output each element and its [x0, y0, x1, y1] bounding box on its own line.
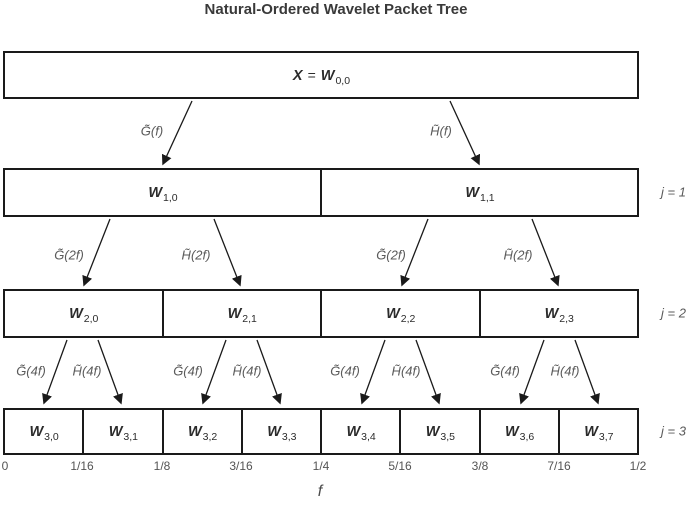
node-w3-2: W3,2	[161, 410, 241, 453]
arrow-h-l2-b	[256, 339, 282, 405]
node-w3-6: W3,6	[478, 410, 558, 453]
filter-label-h-l2-c: H̃(4f)	[391, 363, 421, 379]
filter-label-h-l2-d: H̃(4f)	[550, 363, 580, 379]
arrow-h-l0	[449, 100, 481, 166]
axis-tick-1-4: 1/4	[312, 459, 330, 473]
arrow-g-l1-a	[82, 218, 111, 287]
arrow-g-l2-c	[360, 339, 386, 405]
arrow-g-l2-d	[519, 339, 545, 405]
level-label-j1: j = 1	[661, 184, 686, 200]
axis-tick-1-2: 1/2	[629, 459, 647, 473]
arrow-g-l2-b	[201, 339, 227, 405]
node-w2-0-label: W2,0	[69, 305, 99, 325]
node-w3-3: W3,3	[240, 410, 320, 453]
filter-label-g-l1-b: G̃(2f)	[376, 247, 406, 263]
tree-row-0: X = W0,0	[3, 51, 639, 99]
arrow-g-l0	[161, 100, 193, 166]
diagram-title: Natural-Ordered Wavelet Packet Tree	[204, 1, 468, 18]
arrow-g-l1-b	[400, 218, 429, 287]
arrow-h-l2-c	[415, 339, 441, 405]
filter-label-h-l2-b: H̃(4f)	[232, 363, 262, 379]
node-w1-0-label: W1,0	[148, 184, 178, 204]
tree-row-3: W3,0 W3,1 W3,2 W3,3 W3,4 W3,5 W3,6 W3,7	[3, 408, 639, 455]
arrow-h-l1-b	[531, 218, 560, 287]
node-w3-7-label: W3,7	[584, 423, 614, 443]
node-w0-0-label: X = W0,0	[292, 66, 351, 87]
node-w2-1-label: W2,1	[227, 305, 257, 325]
axis-tick-1-16: 1/16	[70, 459, 94, 473]
arrow-h-l1-a	[213, 218, 242, 287]
node-w1-1: W1,1	[320, 170, 637, 215]
filter-label-g-l1-a: G̃(2f)	[54, 247, 84, 263]
node-w3-7: W3,7	[557, 410, 637, 453]
filter-label-h-l1-b: H̃(2f)	[503, 247, 533, 263]
axis-tick-0: 0	[1, 459, 9, 473]
node-w3-4-label: W3,4	[346, 423, 376, 443]
arrow-h-l2-a	[97, 339, 123, 405]
node-w2-3-label: W2,3	[544, 305, 574, 325]
filter-label-g-l2-a: G̃(4f)	[16, 363, 46, 379]
filter-label-g-l2-c: G̃(4f)	[330, 363, 360, 379]
node-w0-0: X = W0,0	[5, 53, 637, 97]
node-w2-1: W2,1	[161, 291, 321, 336]
node-w2-2-label: W2,2	[386, 305, 416, 325]
node-w3-5-label: W3,5	[425, 423, 456, 443]
node-w3-5: W3,5	[399, 410, 478, 453]
axis-label-f: f	[317, 483, 323, 500]
filter-label-h-l2-a: H̃(4f)	[72, 363, 102, 379]
filter-label-g-l2-b: G̃(4f)	[173, 363, 203, 379]
axis-tick-5-16: 5/16	[388, 459, 412, 473]
filter-label-h-l1-a: H̃(2f)	[181, 247, 211, 263]
node-w3-2-label: W3,2	[187, 423, 218, 443]
arrow-g-l2-a	[42, 339, 68, 405]
axis-tick-3-16: 3/16	[229, 459, 253, 473]
level-label-j3: j = 3	[661, 423, 686, 439]
filter-label-g-l0: G̃(f)	[140, 123, 164, 139]
node-w2-3: W2,3	[478, 291, 638, 336]
node-w3-6-label: W3,6	[504, 423, 535, 443]
node-w1-1-label: W1,1	[465, 184, 495, 204]
tree-row-2: W2,0 W2,1 W2,2 W2,3	[3, 289, 639, 338]
axis-tick-3-8: 3/8	[471, 459, 489, 473]
level-label-j2: j = 2	[661, 305, 686, 321]
node-w2-0: W2,0	[5, 291, 162, 336]
node-w3-0: W3,0	[5, 410, 82, 453]
node-w3-4: W3,4	[320, 410, 399, 453]
axis-tick-7-16: 7/16	[547, 459, 571, 473]
node-w2-2: W2,2	[320, 291, 479, 336]
node-w1-0: W1,0	[5, 170, 320, 215]
filter-label-g-l2-d: G̃(4f)	[490, 363, 520, 379]
tree-row-1: W1,0 W1,1	[3, 168, 639, 217]
node-w3-1-label: W3,1	[108, 423, 139, 443]
arrow-h-l2-d	[574, 339, 600, 405]
axis-tick-1-8: 1/8	[153, 459, 171, 473]
node-w3-1: W3,1	[82, 410, 161, 453]
node-w3-3-label: W3,3	[267, 423, 297, 443]
filter-label-h-l0: H̃(f)	[430, 123, 452, 139]
node-w3-0-label: W3,0	[29, 423, 59, 443]
